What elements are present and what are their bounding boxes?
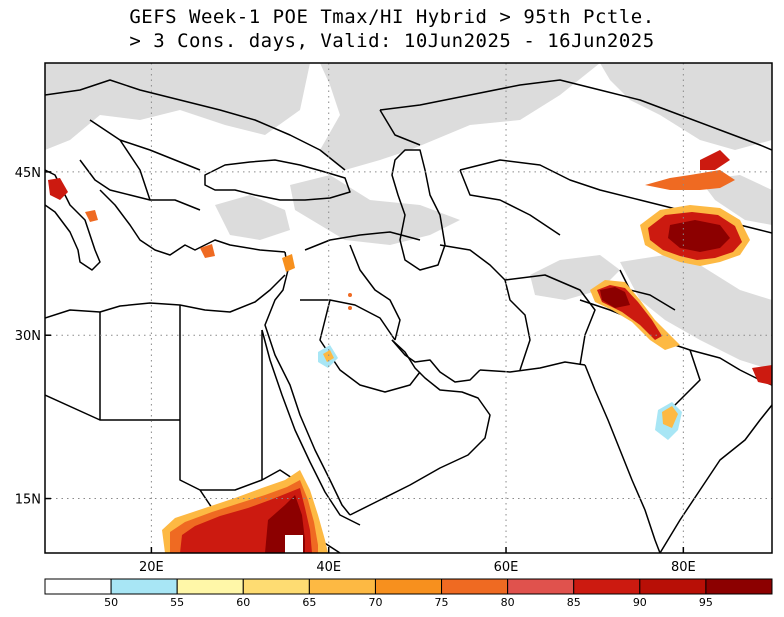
colorbar-label: 85 (567, 596, 581, 609)
colorbar-swatch (441, 578, 509, 595)
iran-pakistan-coast (479, 361, 586, 373)
colorbar-swatch (573, 578, 641, 595)
lon-tick-label: 20E (139, 560, 164, 575)
colorbar-swatch (44, 578, 112, 595)
lat-tick-label: 15N (15, 493, 41, 508)
masked-regions (45, 63, 772, 370)
lon-tick-label: 60E (494, 560, 519, 575)
levant-red-sea-coast (264, 251, 351, 516)
lon-tick-label: 40E (316, 560, 341, 575)
axis-labels: 20E 40E 60E 80E 45N 30N 15N (15, 166, 696, 575)
coastlines-and-borders (45, 79, 772, 553)
lat-tick-label: 30N (15, 329, 41, 344)
borders-middle-east (300, 231, 596, 393)
colorbar-swatch (507, 578, 575, 595)
colorbar-label: 70 (368, 596, 382, 609)
colorbar-label: 55 (170, 596, 184, 609)
india-east-coast (659, 404, 772, 553)
colorbar-label: 95 (699, 596, 713, 609)
india-west-coast (584, 364, 661, 553)
colorbar-label: 75 (435, 596, 449, 609)
colorbar-swatch (176, 578, 244, 595)
europe-mediterranean-north-coast (45, 169, 286, 271)
africa-red-sea-coast (261, 329, 361, 526)
lat-tick-label: 45N (15, 166, 41, 181)
colorbar-label: 60 (236, 596, 250, 609)
probability-shading (48, 150, 772, 553)
borders-europe (45, 79, 346, 211)
colorbar: 50 55 60 65 70 75 80 85 90 95 (44, 578, 773, 609)
colorbar-label: 65 (302, 596, 316, 609)
lon-tick-label: 80E (671, 560, 696, 575)
colorbar-swatch (374, 578, 443, 595)
colorbar-swatch (705, 578, 773, 595)
black-sea-coast (204, 159, 351, 201)
shade-bay-bengal (752, 365, 772, 385)
shade-levant (282, 254, 295, 272)
chart-title-line-2: > 3 Cons. days, Valid: 10Jun2025 - 16Jun… (129, 30, 655, 52)
map-frame (44, 62, 773, 554)
colorbar-swatch (242, 578, 310, 595)
arabia-south-coast (349, 339, 491, 516)
colorbar-swatch (308, 578, 376, 595)
colorbar-label: 80 (501, 596, 515, 609)
caspian-sea-coast (391, 149, 446, 271)
grid-lines (45, 63, 772, 553)
shade-mongolia-strip (645, 170, 735, 190)
shade-italy (48, 178, 68, 200)
persian-gulf-coast (391, 339, 481, 383)
chart-title-line-1: GEFS Week-1 POE Tmax/HI Hybrid > 95th Pc… (129, 6, 655, 28)
colorbar-swatch (110, 578, 178, 595)
map-layer (45, 63, 772, 553)
borders-central-asia (379, 79, 772, 236)
colorbar-swatch (639, 578, 707, 595)
colorbar-label: 90 (633, 596, 647, 609)
colorbar-label: 50 (104, 596, 118, 609)
